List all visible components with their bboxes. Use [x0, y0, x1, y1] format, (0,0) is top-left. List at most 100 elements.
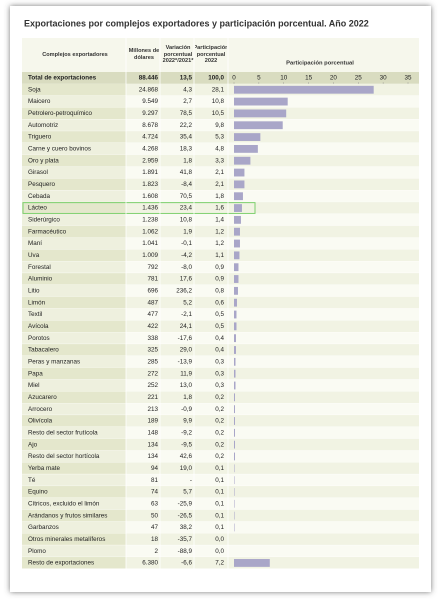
- cell-value: 38,2: [180, 524, 193, 531]
- value-cells: [126, 533, 419, 546]
- cell-value: -9,2: [181, 429, 192, 436]
- cell-value: -0,1: [181, 240, 192, 247]
- value-cells: [126, 190, 419, 203]
- cell-value: 0,1: [215, 512, 224, 519]
- category-label: Carne y cuero bovinos: [28, 146, 91, 153]
- category-label: Petrolero-petroquímico: [28, 110, 93, 117]
- name-cell: [22, 296, 126, 309]
- cell-value: 477: [147, 311, 158, 318]
- name-cell: [22, 154, 126, 167]
- column-header: Variación porcentual 2022*/2021*: [162, 45, 194, 65]
- name-cell: [22, 213, 126, 226]
- name-cell: [22, 131, 126, 143]
- cell-value: 9,8: [215, 122, 224, 129]
- bar: [234, 346, 236, 354]
- category-label: Limón: [28, 299, 46, 306]
- cell-value: 696: [147, 288, 158, 295]
- cell-value: 42,6: [180, 453, 193, 460]
- category-label: Uva: [28, 252, 40, 259]
- name-cell: [22, 119, 126, 132]
- name-cell: [22, 403, 126, 416]
- axis-title: Participación porcentual: [286, 61, 354, 67]
- value-cells: [126, 497, 419, 510]
- cell-value: 23,4: [180, 205, 193, 212]
- cell-value: 1.436: [142, 205, 158, 212]
- value-cells: [126, 249, 419, 262]
- cell-value: 0,9: [215, 276, 224, 283]
- cell-value: -8,0: [181, 264, 192, 271]
- name-cell: [22, 166, 126, 179]
- bar: [234, 369, 236, 378]
- category-label: Maicero: [28, 98, 51, 105]
- value-cells: [126, 462, 419, 475]
- header-cell: Complejos exportadores: [42, 51, 108, 58]
- bar: [234, 251, 240, 260]
- cell-value: 0,2: [215, 394, 224, 401]
- cell-value: 10,8: [212, 98, 225, 105]
- cell-value: -9,5: [181, 441, 192, 448]
- category-label: Arrocero: [28, 406, 53, 413]
- cell-value: 0,3: [215, 382, 224, 389]
- cell-value: 24,1: [180, 323, 193, 330]
- category-label: Papa: [28, 370, 43, 377]
- cell-value: 1.062: [142, 228, 158, 235]
- value-cells: [126, 450, 419, 463]
- cell-value: -8,4: [181, 181, 192, 188]
- value-cells: [126, 202, 419, 214]
- value-cells: [126, 261, 419, 274]
- value-cells: [126, 403, 419, 416]
- category-label: Azucarero: [28, 394, 57, 401]
- category-label: Oro y plata: [28, 157, 59, 164]
- category-label: Tabacalero: [28, 347, 59, 354]
- category-header: Complejos exportadores: [42, 51, 108, 58]
- header-cell: Participación porcentual 2022: [195, 45, 227, 64]
- cell-value: 148: [147, 429, 158, 436]
- cell-value: 134: [147, 441, 158, 448]
- cell-value: 18,3: [180, 146, 193, 153]
- cell-value: 0,2: [215, 418, 224, 425]
- bar: [234, 405, 235, 414]
- cell-value: -35,7: [178, 536, 193, 543]
- category-label: Maní: [28, 240, 42, 247]
- cell-value: -6,6: [181, 560, 192, 567]
- cell-value: 0,9: [215, 264, 224, 271]
- cell-value: 17,6: [180, 276, 193, 283]
- cell-value: 0,4: [215, 347, 224, 354]
- bar: [234, 204, 242, 212]
- cell-value: 10,5: [212, 110, 225, 117]
- x-tick-label: 15: [305, 75, 313, 82]
- cell-value: 0,1: [215, 477, 224, 484]
- bar: [234, 559, 270, 567]
- bar: [234, 393, 235, 402]
- bar: [234, 417, 235, 425]
- name-cell: [22, 202, 126, 214]
- x-tick-label: 25: [355, 75, 363, 82]
- cell-value: -: [190, 477, 192, 484]
- name-cell: [22, 249, 126, 262]
- cell-value: 213: [147, 406, 158, 413]
- cell-value: 189: [147, 418, 158, 425]
- name-cell: [22, 557, 126, 569]
- cell-value: 10,8: [180, 217, 193, 224]
- name-cell: [22, 344, 126, 356]
- cell-value: 1,8: [183, 394, 192, 401]
- category-label: Cebada: [28, 193, 51, 200]
- cell-value: 0,1: [215, 465, 224, 472]
- cell-value: 0,2: [215, 429, 224, 436]
- value-cells: [126, 521, 419, 534]
- bar: [234, 85, 374, 94]
- cell-value: 285: [147, 359, 158, 366]
- value-cells: [126, 391, 419, 404]
- name-cell: [22, 367, 126, 380]
- cell-value: 1.041: [142, 240, 158, 247]
- category-label: Arándanos y frutos similares: [28, 512, 107, 519]
- cell-value: 94: [151, 465, 159, 472]
- total-value: 100,0: [208, 75, 224, 82]
- name-cell: [22, 355, 126, 368]
- value-cells: [126, 379, 419, 392]
- value-cells: [126, 415, 419, 427]
- category-label: Resto de exportaciones: [28, 560, 94, 567]
- cell-value: 1,1: [215, 252, 224, 259]
- cell-value: 272: [147, 370, 158, 377]
- name-cell: [22, 486, 126, 498]
